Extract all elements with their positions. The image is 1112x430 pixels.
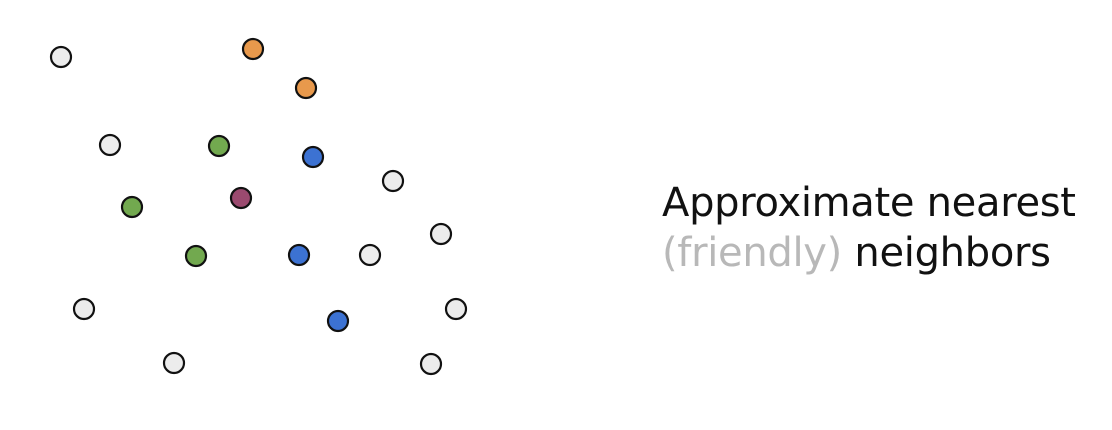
green-point [184, 244, 208, 268]
caption-muted-word: (friendly) [662, 230, 842, 276]
neutral-point [98, 133, 122, 157]
neutral-point [49, 45, 73, 69]
caption-main-word: neighbors [854, 230, 1051, 276]
caption-line-2: (friendly) neighbors [662, 228, 1076, 278]
neutral-point [358, 243, 382, 267]
neutral-point [429, 222, 453, 246]
blue-point [287, 243, 311, 267]
blue-point [326, 309, 350, 333]
green-point [120, 195, 144, 219]
green-point [207, 134, 231, 158]
orange-point [294, 76, 318, 100]
neutral-point [419, 352, 443, 376]
point-cloud-diagram [49, 37, 468, 376]
caption-text: Approximate nearest (friendly) neighbors [662, 178, 1076, 278]
blue-point [301, 145, 325, 169]
neutral-point [444, 297, 468, 321]
orange-point [241, 37, 265, 61]
neutral-point [162, 351, 186, 375]
neutral-point [72, 297, 96, 321]
purple-query-point [229, 186, 253, 210]
neutral-point [381, 169, 405, 193]
caption-line-1: Approximate nearest [662, 180, 1076, 226]
